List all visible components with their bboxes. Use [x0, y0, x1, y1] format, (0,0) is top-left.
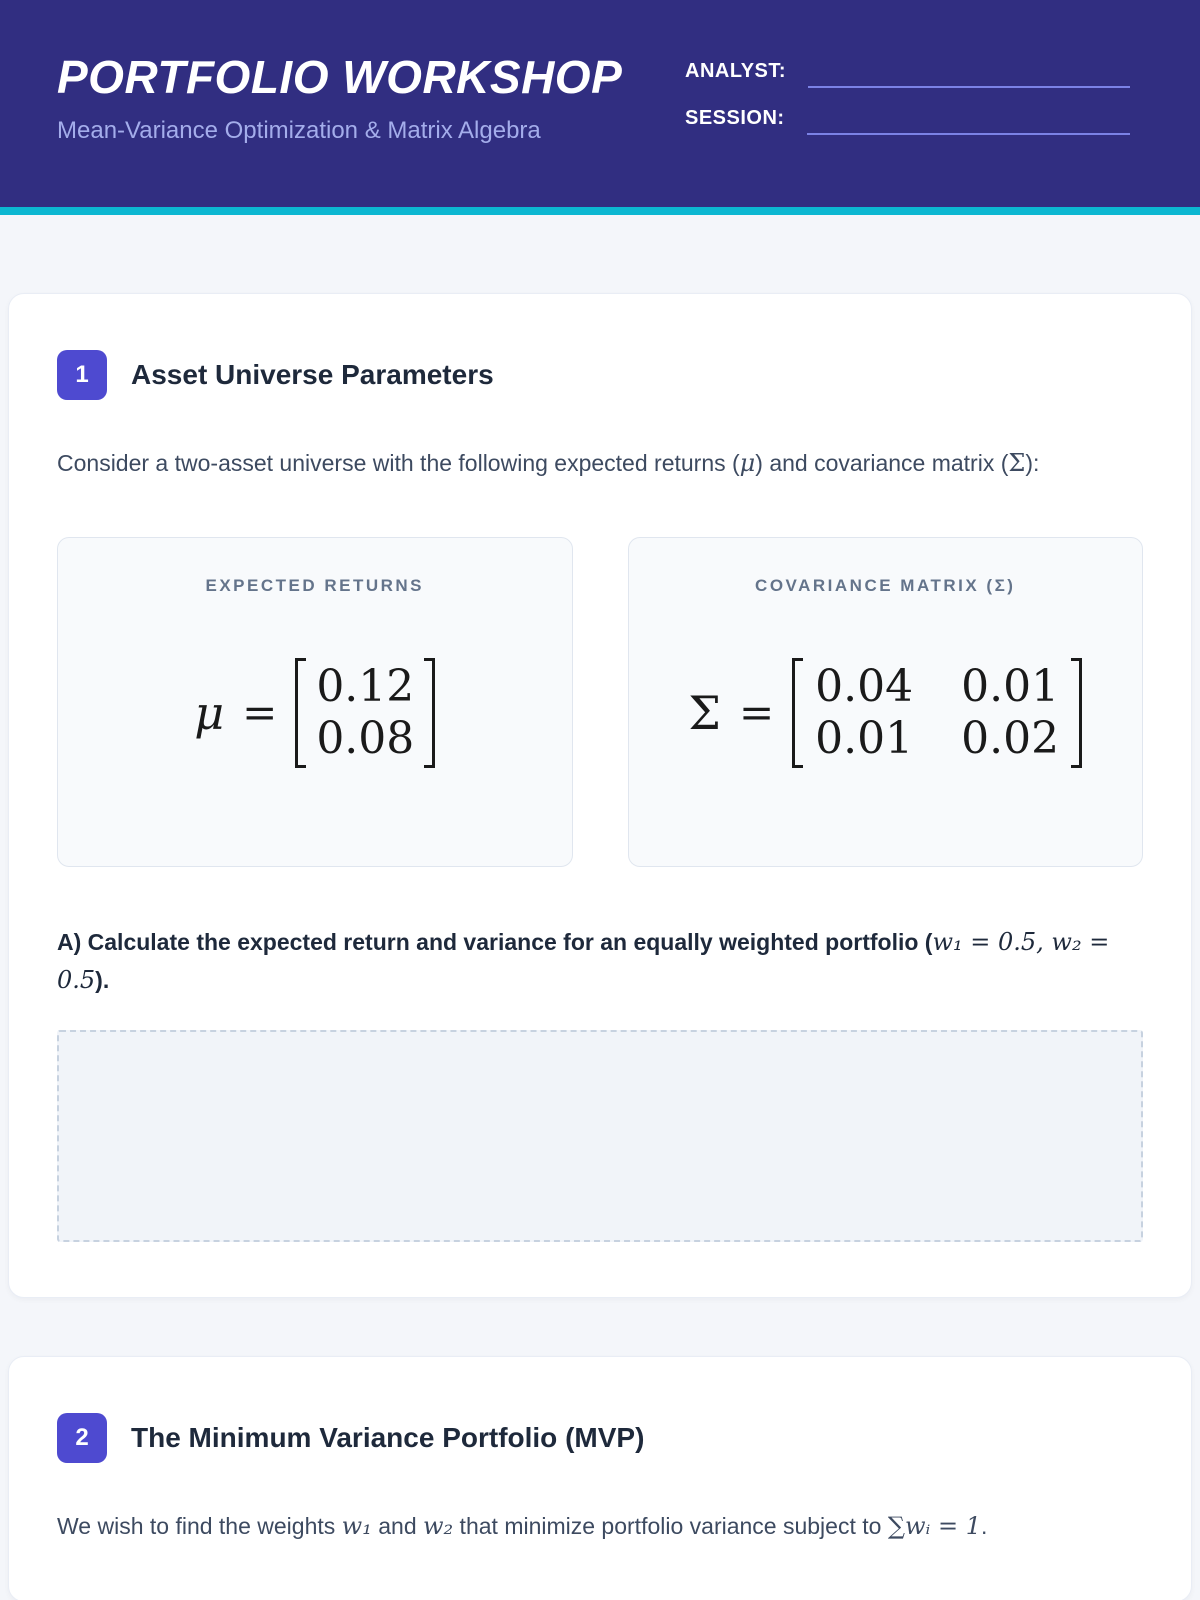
question-a-answer-area[interactable] [57, 1029, 1143, 1242]
section-card-asset-universe: 1 Asset Universe Parameters Consider a t… [8, 293, 1192, 1298]
header-title-block: PORTFOLIO WORKSHOP Mean-Variance Optimiz… [57, 52, 622, 207]
intro-text: ): [1025, 450, 1040, 476]
section-card-mvp: 2 The Minimum Variance Portfolio (MVP) W… [8, 1355, 1192, 1600]
intro-text: . [980, 1512, 988, 1539]
section1-title: Asset Universe Parameters [131, 359, 494, 390]
weights-inline-math: w₁ = 0.5, w₂ = 0.5 [57, 927, 1110, 995]
w1-inline-symbol: w₁ [341, 1511, 372, 1540]
mu-vector-equation: μ = 0.12 0.08 [194, 657, 436, 768]
sigma-cell-11: 0.04 [815, 660, 914, 712]
section2-intro: We wish to find the weights w₁ and w₂ th… [57, 1507, 1143, 1546]
sigma-cell-12: 0.01 [961, 660, 1060, 712]
intro-text: that minimize portfolio variance subject… [453, 1512, 888, 1539]
analyst-blank-line[interactable] [808, 86, 1130, 88]
session-field-row: SESSION: [685, 107, 1130, 135]
mu-symbol: μ [194, 685, 225, 740]
sum-constraint-inline-math: ∑wᵢ = 1 [887, 1511, 981, 1540]
sigma-inline-symbol: Σ [1008, 449, 1026, 477]
sigma-matrix-values: 0.04 0.01 0.01 0.02 [803, 658, 1071, 768]
sigma-equation-area: Σ = 0.04 0.01 0.01 0.02 [653, 596, 1119, 830]
page-title: PORTFOLIO WORKSHOP [57, 51, 623, 103]
accent-divider [0, 207, 1200, 215]
mu-vector-values: 0.12 0.08 [306, 658, 424, 768]
analyst-label: ANALYST: [685, 60, 787, 82]
right-bracket [424, 657, 436, 768]
section2-number-badge: 2 [57, 1412, 107, 1463]
analyst-field-row: ANALYST: [685, 60, 1130, 88]
intro-text: and [371, 1512, 423, 1539]
sigma-matrix-equation: Σ = 0.04 0.01 0.01 0.02 [688, 657, 1083, 768]
section1-intro: Consider a two-asset universe with the f… [57, 444, 1143, 483]
mu-equation-area: μ = 0.12 0.08 [82, 596, 548, 830]
question-a-text: ). [95, 967, 110, 994]
intro-text: We wish to find the weights [57, 1512, 342, 1539]
session-label: SESSION: [685, 107, 785, 129]
worksheet-body: 1 Asset Universe Parameters Consider a t… [0, 215, 1200, 1600]
section2-header: 2 The Minimum Variance Portfolio (MVP) [57, 1412, 1143, 1463]
sigma-symbol: Σ [688, 685, 721, 740]
header-fields: ANALYST: SESSION: [685, 52, 1130, 207]
expected-returns-box: EXPECTED RETURNS μ = 0.12 0.08 [57, 536, 573, 867]
covariance-matrix-box: COVARIANCE MATRIX (Σ) Σ = 0.04 0.01 0.01… [627, 536, 1143, 867]
question-a: A) Calculate the expected return and var… [57, 923, 1143, 1000]
page-subtitle: Mean-Variance Optimization & Matrix Alge… [57, 116, 541, 144]
left-bracket [295, 657, 307, 768]
left-bracket [792, 657, 804, 768]
section1-number-badge: 1 [57, 350, 107, 400]
matrix-boxes-row: EXPECTED RETURNS μ = 0.12 0.08 CO [57, 536, 1143, 867]
section1-header: 1 Asset Universe Parameters [57, 350, 1143, 400]
question-a-text: A) Calculate the expected return and var… [57, 928, 933, 955]
intro-text: Consider a two-asset universe with the f… [57, 450, 740, 476]
session-blank-line[interactable] [806, 133, 1130, 135]
sigma-cell-22: 0.02 [961, 712, 1060, 764]
intro-text: ) and covariance matrix ( [755, 450, 1009, 476]
header: PORTFOLIO WORKSHOP Mean-Variance Optimiz… [0, 0, 1200, 207]
covariance-matrix-label: COVARIANCE MATRIX (Σ) [755, 575, 1016, 595]
mu-inline-symbol: μ [739, 449, 756, 477]
equals-sign: = [242, 688, 278, 738]
section2-title: The Minimum Variance Portfolio (MVP) [131, 1421, 645, 1453]
expected-returns-label: EXPECTED RETURNS [205, 575, 425, 595]
sigma-cell-21: 0.01 [815, 712, 914, 764]
mu-value-1: 0.12 [316, 660, 415, 712]
right-bracket [1071, 657, 1083, 768]
mu-value-2: 0.08 [316, 712, 415, 764]
equals-sign: = [738, 688, 775, 738]
w2-inline-symbol: w₂ [423, 1511, 454, 1540]
